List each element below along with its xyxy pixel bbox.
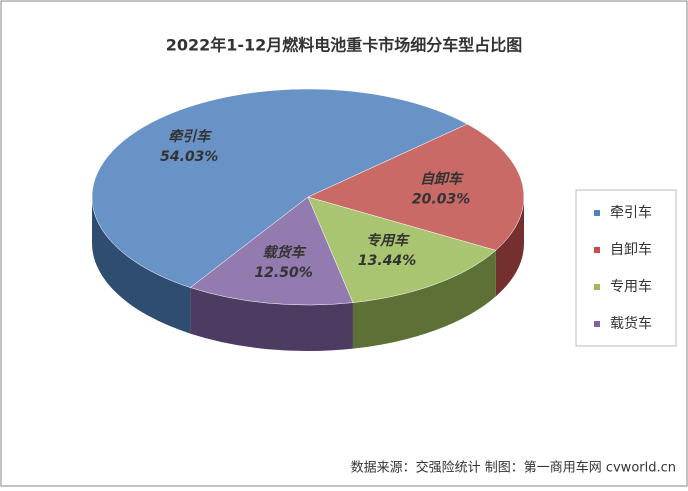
pie-side bbox=[92, 197, 191, 334]
value-label: 20.03% bbox=[412, 191, 470, 207]
pie-slice bbox=[91, 88, 468, 288]
pie-slice bbox=[189, 196, 354, 306]
legend-label: 自卸车 bbox=[610, 241, 652, 258]
pie-slice-light bbox=[308, 124, 524, 251]
slice-label: 载货车 bbox=[263, 244, 307, 261]
legend-label: 专用车 bbox=[610, 278, 652, 295]
slice-label: 牵引车 bbox=[168, 128, 212, 145]
legend-swatch bbox=[594, 210, 600, 216]
legend-swatch bbox=[594, 284, 600, 290]
legend-swatch bbox=[594, 247, 600, 253]
pie-side bbox=[495, 197, 524, 297]
pie-side-shade bbox=[495, 197, 524, 297]
value-label: 12.50% bbox=[254, 265, 312, 281]
legend-label: 载货车 bbox=[610, 315, 652, 332]
value-label: 13.44% bbox=[358, 253, 416, 269]
pie-slice-light bbox=[91, 88, 468, 288]
pie-side-shade bbox=[190, 287, 353, 351]
pie-slice bbox=[307, 196, 497, 303]
pie-side bbox=[352, 250, 496, 349]
pie-side-shade bbox=[92, 197, 191, 334]
source-note: 数据来源：交强险统计 制图：第一商用车网 cvworld.cn bbox=[351, 460, 676, 476]
pie-side-shade bbox=[352, 250, 496, 349]
pie-side bbox=[190, 287, 353, 351]
slice-label: 专用车 bbox=[366, 232, 410, 249]
legend-swatch bbox=[594, 321, 600, 327]
slice-label: 自卸车 bbox=[420, 170, 464, 187]
value-label: 54.03% bbox=[160, 149, 218, 165]
pie-slice bbox=[307, 123, 525, 251]
legend-label: 牵引车 bbox=[610, 204, 652, 221]
pie-slice-light bbox=[190, 197, 353, 305]
legend-box bbox=[575, 189, 677, 347]
chart-title: 2022年1-12月燃料电池重卡市场细分车型占比图 bbox=[166, 36, 523, 55]
pie-slice-light bbox=[308, 197, 496, 303]
